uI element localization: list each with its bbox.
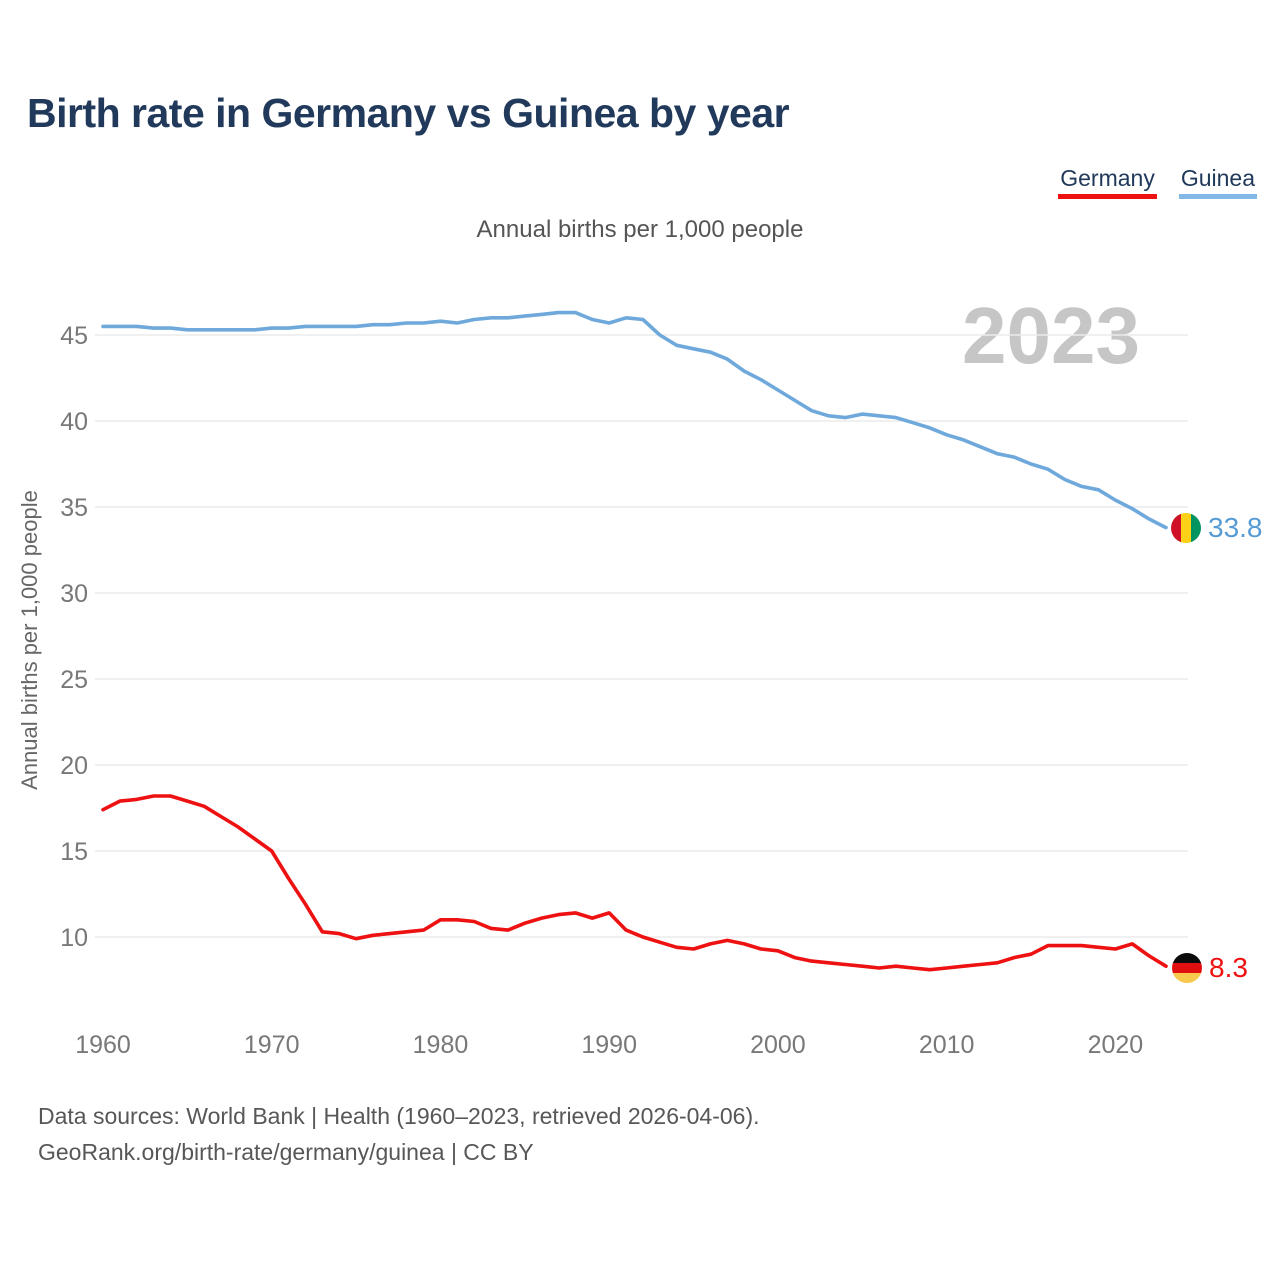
y-tick-15: 15: [60, 838, 88, 866]
x-tick-1970: 1970: [244, 1031, 300, 1059]
y-tick-25: 25: [60, 666, 88, 694]
y-tick-20: 20: [60, 752, 88, 780]
chart-subtitle: Annual births per 1,000 people: [476, 216, 804, 243]
y-tick-40: 40: [60, 408, 88, 436]
y-tick-30: 30: [60, 580, 88, 608]
guinea-end-value: 33.8: [1208, 512, 1263, 543]
y-tick-35: 35: [60, 494, 88, 522]
end-label-germany: 8.3: [1172, 952, 1248, 984]
legend-label-guinea: Guinea: [1180, 165, 1255, 191]
footer-sources: Data sources: World Bank | Health (1960–…: [38, 1103, 760, 1129]
footer-attribution: GeoRank.org/birth-rate/germany/guinea | …: [38, 1139, 534, 1165]
y-tick-45: 45: [60, 322, 88, 350]
legend: Germany Guinea: [1058, 165, 1257, 199]
y-tick-10: 10: [60, 924, 88, 952]
end-label-guinea: 33.8: [1171, 512, 1263, 544]
germany-flag-icon: [1172, 953, 1202, 983]
x-tick-1990: 1990: [581, 1031, 637, 1059]
legend-underline-germany: [1058, 194, 1157, 199]
x-tick-1980: 1980: [413, 1031, 469, 1059]
series-line-guinea: [101, 310, 1168, 530]
series-line-germany: [101, 794, 1168, 972]
page-title: Birth rate in Germany vs Guinea by year: [27, 90, 790, 136]
germany-end-value: 8.3: [1209, 952, 1248, 983]
x-tick-2020: 2020: [1088, 1031, 1144, 1059]
legend-underline-guinea: [1178, 194, 1257, 199]
guinea-flag-icon: [1171, 513, 1201, 543]
x-tick-2010: 2010: [919, 1031, 975, 1059]
legend-label-germany: Germany: [1060, 165, 1155, 191]
legend-item-guinea[interactable]: Guinea: [1178, 165, 1257, 199]
x-tick-2000: 2000: [750, 1031, 806, 1059]
legend-item-germany[interactable]: Germany: [1058, 165, 1157, 199]
footer: Data sources: World Bank | Health (1960–…: [38, 1098, 760, 1170]
x-tick-1960: 1960: [75, 1031, 131, 1059]
